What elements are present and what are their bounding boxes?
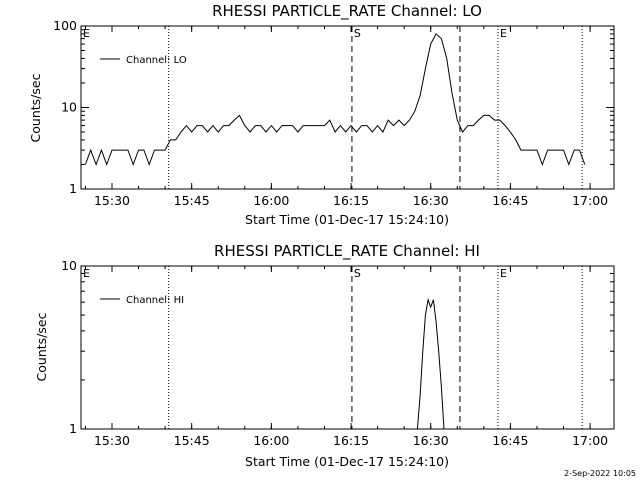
x-tick-label: 16:45 [492,433,528,448]
legend-label: Channel: HI [126,295,184,306]
y-tick-label: 1 [69,181,77,196]
y-tick-label: 10 [61,100,77,115]
chart-title: RHESSI PARTICLE_RATE Channel: HI [214,242,480,261]
marker-label: S [354,267,361,280]
plot-frame [80,265,615,430]
chart-lo: RHESSI PARTICLE_RATE Channel: LO Counts/… [28,2,615,227]
x-tick-label: 16:15 [333,433,369,448]
y-axis-label: Counts/sec [34,312,49,381]
x-tick-label: 15:30 [94,193,130,208]
x-tick-label: 16:30 [413,193,449,208]
chart-hi: RHESSI PARTICLE_RATE Channel: HI Counts/… [34,242,615,469]
marker-label: E [83,27,90,40]
x-tick-label: 16:15 [333,193,369,208]
x-tick-label: 15:45 [174,433,210,448]
marker-label: E [500,27,507,40]
plot-frame [80,25,615,190]
data-series [84,33,586,166]
data-series [416,297,445,430]
axis-ticks: 15:30 15:45 16:00 16:15 16:30 16:45 17:00 1 10 [61,258,614,448]
x-tick-label: 16:30 [413,433,449,448]
series-line [84,33,586,166]
x-tick-label: 16:00 [253,193,289,208]
marker-label: E [500,267,507,280]
y-axis-label: Counts/sec [28,73,43,142]
y-tick-label: 100 [53,18,77,33]
x-tick-label: 17:00 [572,433,608,448]
x-axis-label: Start Time (01-Dec-17 15:24:10) [245,212,449,227]
axis-ticks: 15:30 15:45 16:00 16:15 16:30 16:45 17:00 1 10 10… [53,18,614,208]
x-tick-label: 17:00 [572,193,608,208]
x-tick-label: 15:45 [174,193,210,208]
legend: Channel: LO [100,55,187,66]
marker-label: S [354,27,361,40]
x-tick-label: 16:00 [253,433,289,448]
x-tick-label: 16:45 [492,193,528,208]
y-tick-label: 10 [61,258,77,273]
legend-label: Channel: LO [126,55,187,66]
marker-label: E [83,267,90,280]
x-tick-label: 15:30 [94,433,130,448]
chart-title: RHESSI PARTICLE_RATE Channel: LO [212,2,482,21]
y-tick-label: 1 [69,421,77,436]
timestamp: 2-Sep-2022 10:05 [564,469,636,478]
x-axis-label: Start Time (01-Dec-17 15:24:10) [245,454,449,469]
legend: Channel: HI [100,295,184,306]
series-line [416,297,445,430]
